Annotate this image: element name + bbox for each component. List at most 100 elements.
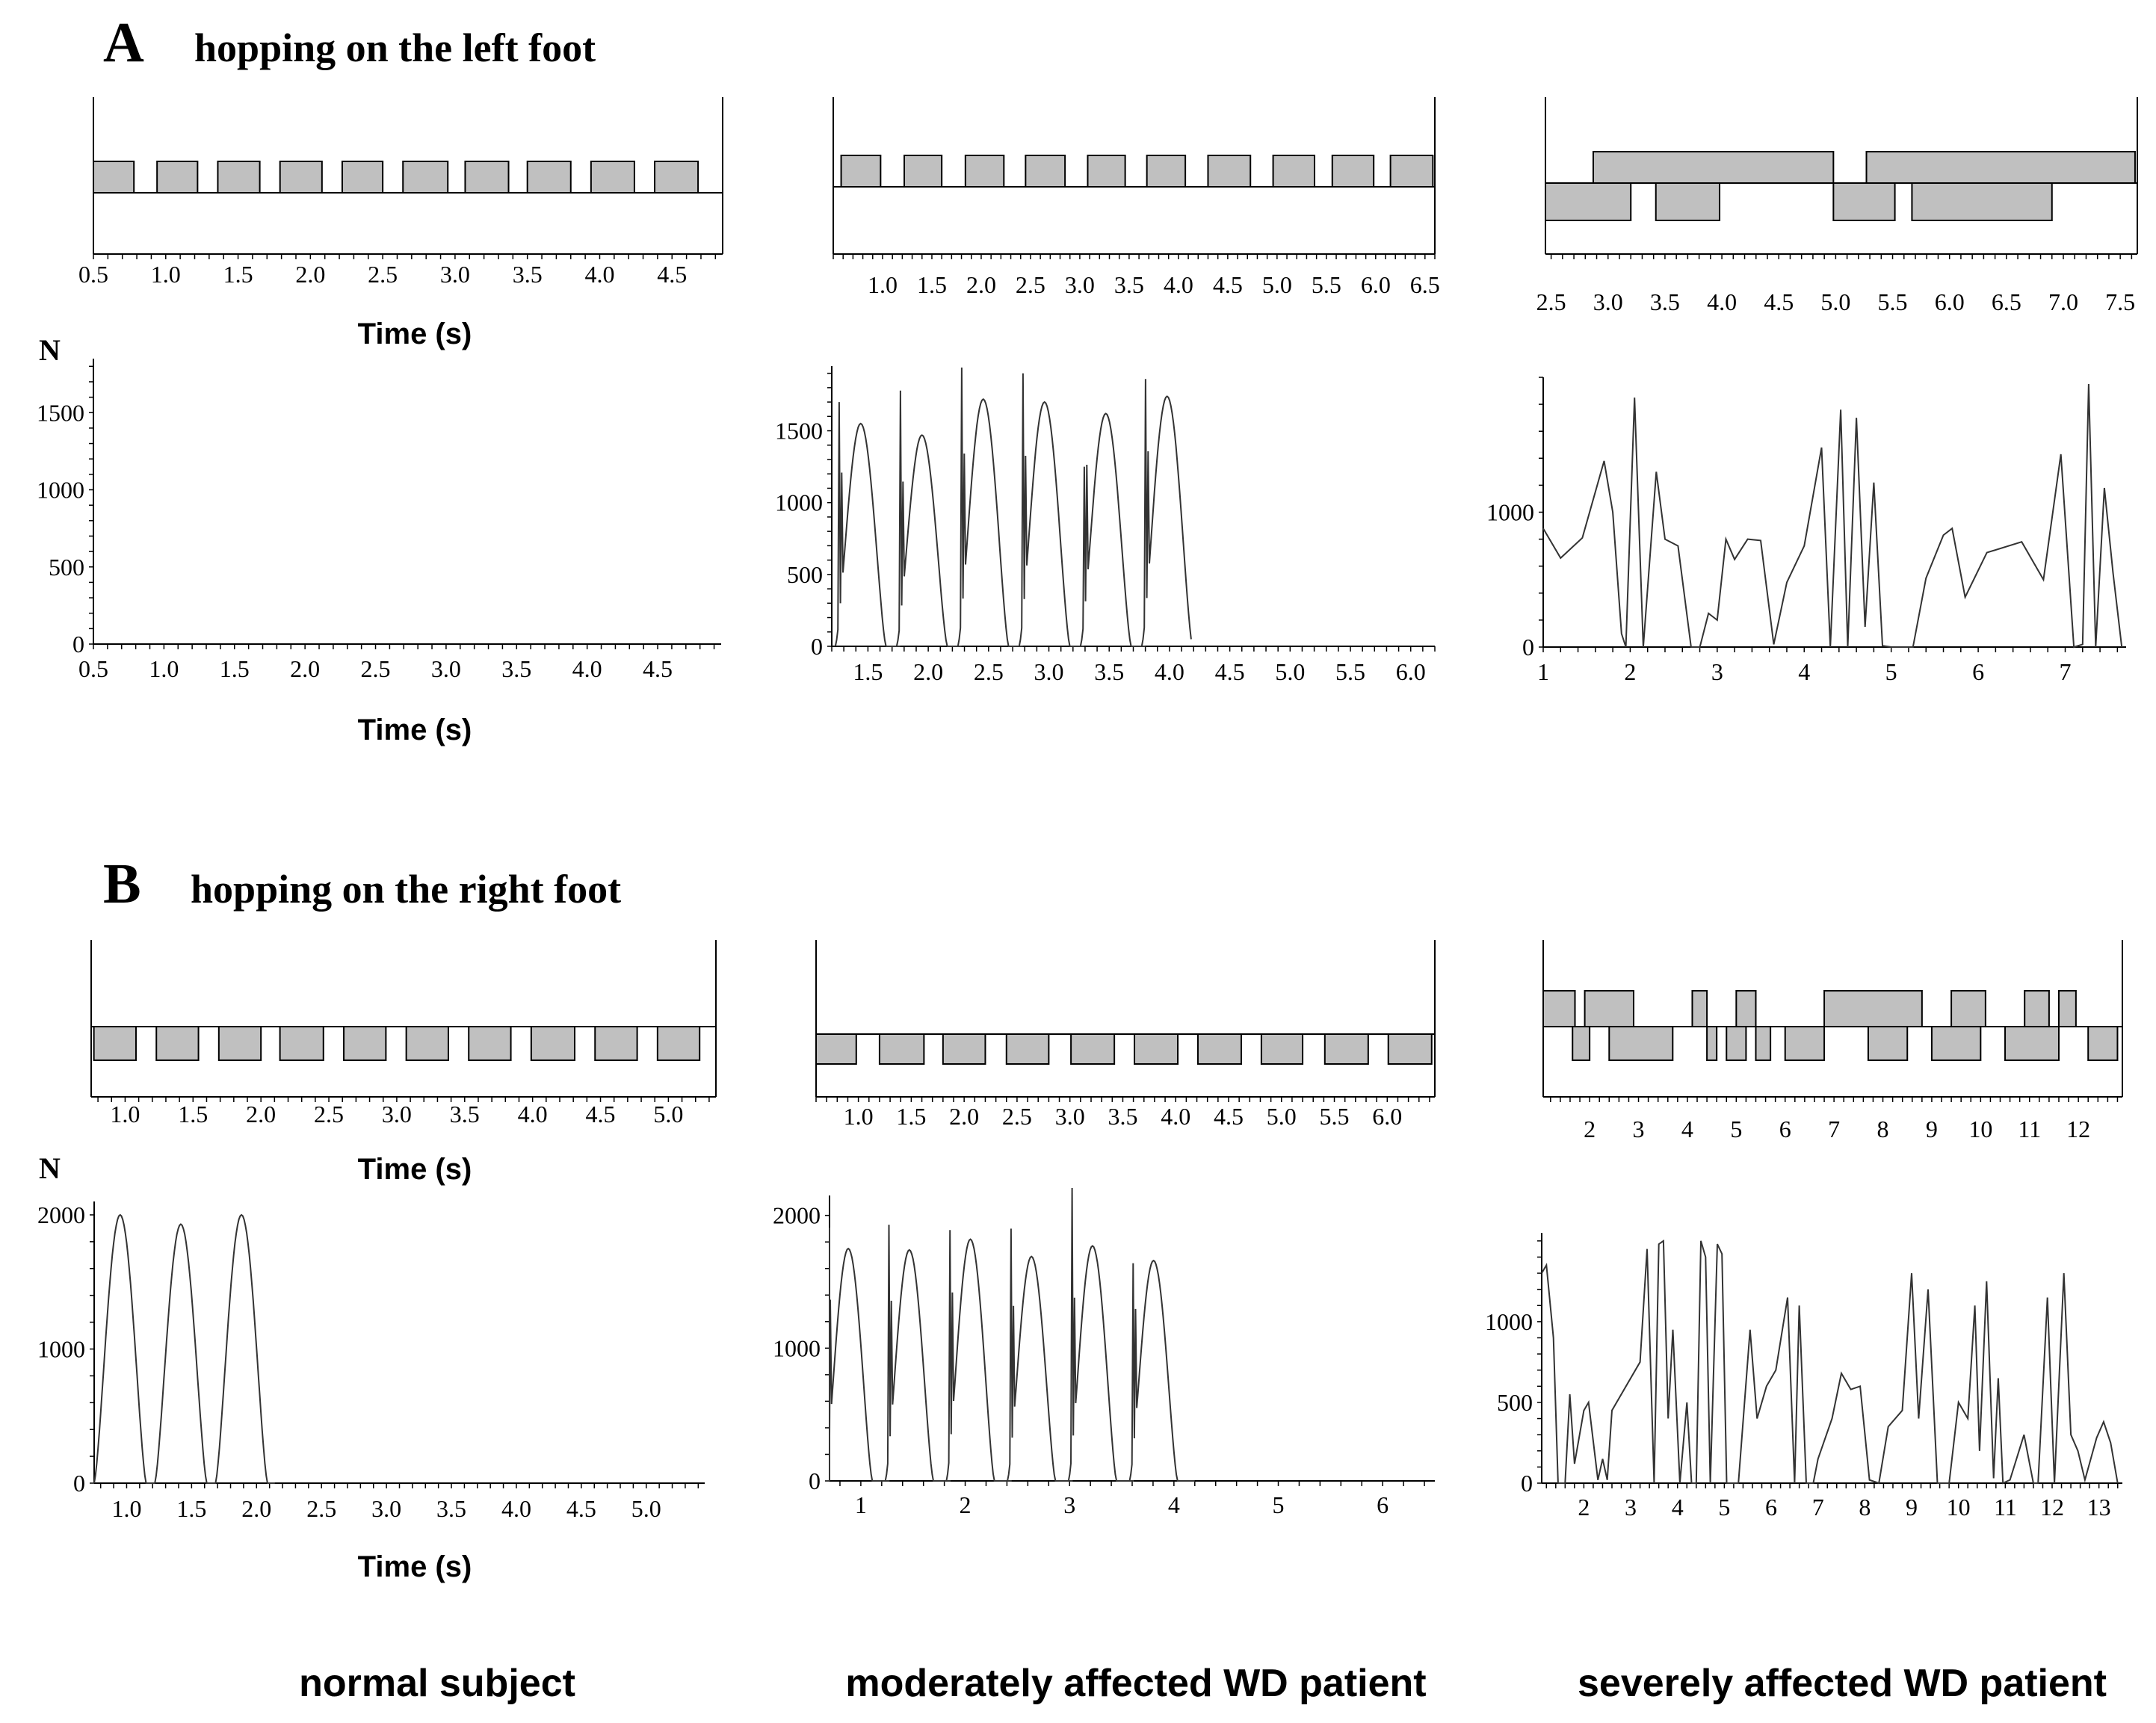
contact-chart-A1-contact: 0.5 1.0 1.5 2.0 2.5 3.0 3.5 4.0 4.5 [78, 97, 723, 288]
x-tick-label: 7 [1812, 1494, 1824, 1521]
x-tick-label: 6.0 [1372, 1103, 1402, 1130]
x-tick-label: 1.5 [917, 271, 947, 298]
x-tick-label: 2.0 [966, 271, 996, 298]
y-tick-label: 1000 [773, 1334, 821, 1361]
x-tick-label: 3.5 [501, 655, 531, 682]
x-tick-label: 5.0 [1262, 271, 1292, 298]
foot-contact-box-lower [1726, 1026, 1747, 1061]
force-chart-A1-force: 0 500 1000 1500 0.5 1.0 1.5 2.0 2.5 3.0 3.5 4.0 4.5 [37, 359, 721, 682]
foot-contact-box-lower [1832, 182, 1896, 221]
contact-chart-B2-contact: 1.0 1.5 2.0 2.5 3.0 3.5 4.0 4.5 5.0 5.5 6.0 [815, 940, 1436, 1130]
foot-contact-box-lower [405, 1026, 449, 1061]
x-tick-label: 3 [1711, 658, 1723, 685]
foot-contact-box-lower [2087, 1026, 2119, 1061]
column-label-normal: normal subject [299, 1662, 575, 1705]
foot-contact-box-lower [343, 1026, 387, 1061]
x-tick-label: 4.0 [1707, 288, 1737, 315]
x-tick-label: 2.0 [949, 1103, 979, 1130]
foot-contact-box-lower [1911, 182, 2053, 221]
x-tick-label: 7.0 [2048, 288, 2078, 315]
x-tick-label: 9 [1906, 1494, 1918, 1521]
force-chart-A2-force: 0 500 1000 1500 1.5 2.0 2.5 3.0 3.5 4.0 4.5 5.0 5.5 6… [775, 366, 1436, 685]
y-tick-label: 0 [72, 631, 84, 658]
foot-contact-box-lower [656, 1026, 701, 1061]
x-tick-label: 4 [1672, 1494, 1684, 1521]
foot-contact-box-upper [217, 161, 261, 194]
x-tick-label: 4.0 [1155, 658, 1184, 685]
x-tick-label: 6.0 [1396, 658, 1426, 685]
x-tick-label: 6 [1765, 1494, 1777, 1521]
x-tick-label: 8 [1859, 1494, 1871, 1521]
x-tick-label: 4.5 [586, 1101, 616, 1127]
foot-contact-box-lower [1572, 1026, 1591, 1061]
x-tick-label: 1.5 [223, 261, 253, 288]
force-series-line [1541, 1239, 2119, 1485]
foot-contact-box-upper [341, 161, 384, 194]
x-tick-label: 2.5 [361, 655, 391, 682]
foot-contact-box-upper [526, 161, 572, 194]
time-axis-title-a-force: Time (s) [358, 714, 472, 746]
y-tick-label: 0 [73, 1470, 85, 1497]
x-tick-label: 4.0 [1164, 271, 1193, 298]
foot-contact-box-lower [1545, 182, 1632, 221]
x-tick-label: 3.0 [1055, 1103, 1085, 1130]
x-tick-label: 1.5 [853, 658, 883, 685]
x-tick-label: 3.5 [1108, 1103, 1137, 1130]
x-tick-label: 10 [1947, 1494, 1971, 1521]
x-tick-label: 3.5 [1114, 271, 1144, 298]
force-chart-B3-force: 0 500 1000 2 3 4 5 6 7 8 9 10 11 12 13 [1485, 1233, 2122, 1521]
x-tick-label: 3.5 [1094, 658, 1124, 685]
force-unit-label-b: N [39, 1151, 61, 1185]
foot-contact-box-upper [1087, 155, 1126, 188]
x-tick-label: 2.0 [241, 1495, 271, 1522]
foot-contact-box-upper [1584, 990, 1634, 1027]
foot-contact-box-upper [402, 161, 449, 194]
x-tick-label: 5 [1885, 658, 1897, 685]
x-tick-label: 0.5 [78, 261, 108, 288]
foot-contact-box-upper [2024, 990, 2050, 1027]
x-tick-label: 4 [1681, 1116, 1693, 1142]
x-tick-label: 6.5 [1410, 271, 1440, 298]
x-tick-label: 3.5 [513, 261, 543, 288]
force-series-line [834, 367, 1192, 647]
x-tick-label: 2.5 [306, 1495, 336, 1522]
x-tick-label: 4.5 [643, 655, 673, 682]
y-tick-label: 1000 [1486, 499, 1534, 526]
time-axis-title-b-contact: Time (s) [358, 1153, 472, 1186]
foot-contact-box-lower [93, 1026, 137, 1061]
x-tick-label: 3.5 [436, 1495, 466, 1522]
foot-contact-box-upper [904, 155, 943, 188]
x-tick-label: 1 [855, 1491, 867, 1518]
x-tick-label: 6.5 [1992, 288, 2021, 315]
x-tick-label: 7.5 [2105, 288, 2135, 315]
foot-contact-box-lower [217, 1026, 262, 1061]
foot-contact-box-upper [1950, 990, 1986, 1027]
foot-contact-box-lower [1005, 1033, 1050, 1065]
x-tick-label: 2.5 [368, 261, 398, 288]
foot-contact-box-lower [1755, 1026, 1772, 1061]
x-tick-label: 6 [1779, 1116, 1791, 1142]
column-label-severe: severely affected WD patient [1578, 1662, 2107, 1705]
x-tick-label: 1.0 [110, 1101, 140, 1127]
x-tick-label: 4.0 [584, 261, 614, 288]
foot-contact-box-lower [2004, 1026, 2060, 1061]
foot-contact-box-lower [1784, 1026, 1826, 1061]
x-tick-label: 11 [1994, 1494, 2017, 1521]
foot-contact-box-upper [1735, 990, 1757, 1027]
foot-contact-box-lower [1608, 1026, 1674, 1061]
foot-contact-box-lower [530, 1026, 575, 1061]
x-tick-label: 2.0 [246, 1101, 276, 1127]
foot-contact-box-lower [1196, 1033, 1242, 1065]
x-tick-label: 3.0 [371, 1495, 401, 1522]
foot-contact-box-upper [590, 161, 635, 194]
foot-contact-box-upper [1331, 155, 1375, 188]
x-tick-label: 2.5 [314, 1101, 344, 1127]
x-tick-label: 1.0 [868, 271, 898, 298]
foot-contact-box-lower [942, 1033, 986, 1065]
foot-contact-box-upper [156, 161, 199, 194]
x-tick-label: 4.0 [501, 1495, 531, 1522]
x-tick-label: 3.0 [440, 261, 470, 288]
x-tick-label: 3.0 [1065, 271, 1095, 298]
x-tick-label: 8 [1877, 1116, 1889, 1142]
force-series-line [1542, 383, 2123, 649]
